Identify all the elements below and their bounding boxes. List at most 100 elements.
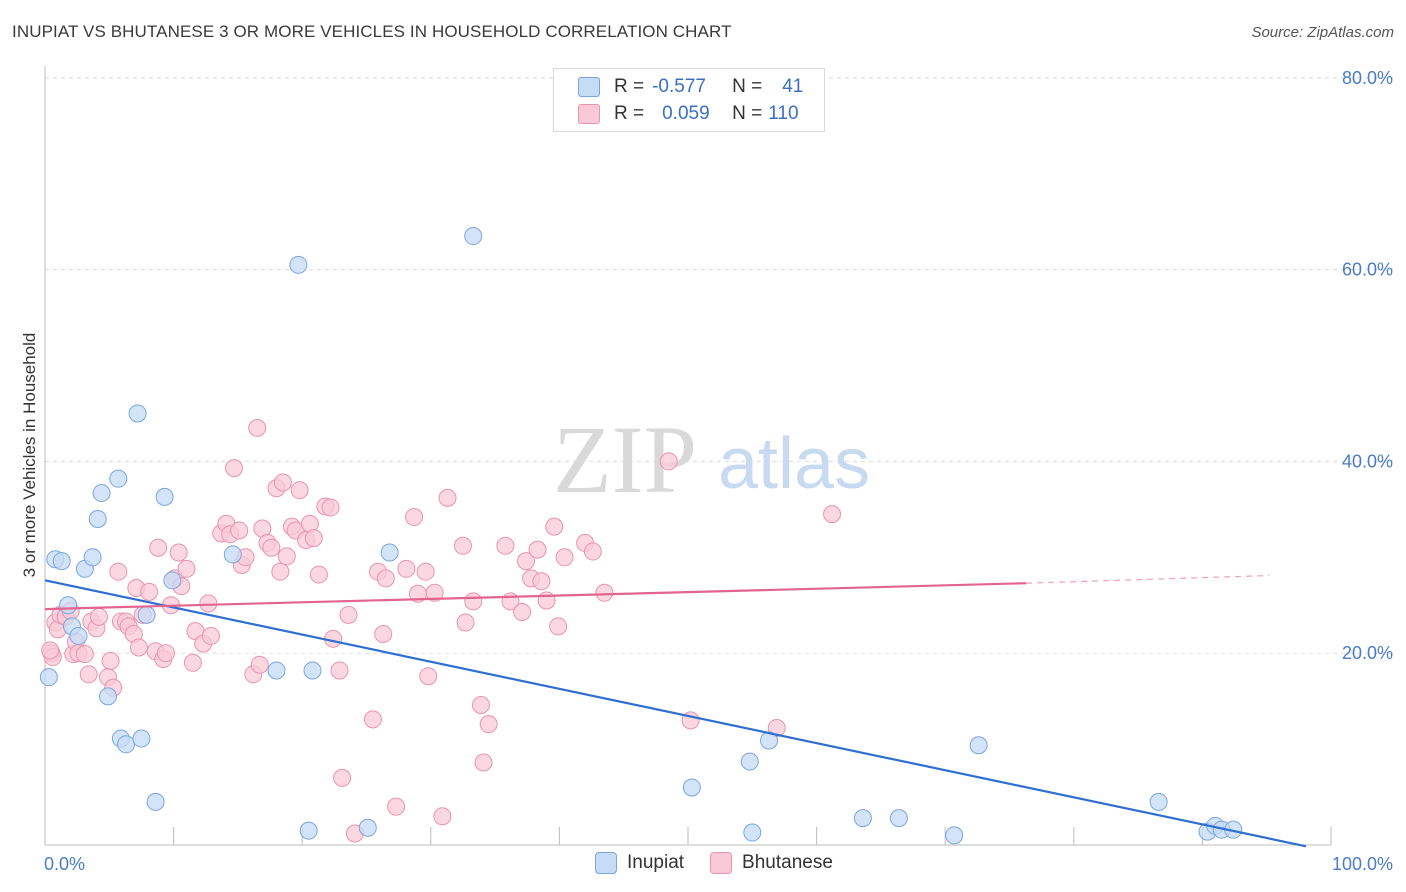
bhutanese-point [456, 613, 475, 632]
inupiat-point [1149, 792, 1168, 811]
bhutanese-point [140, 582, 159, 601]
inupiat-swatch [578, 77, 600, 97]
trend-lines [44, 574, 1307, 848]
bhutanese-point [583, 542, 602, 561]
bhutanese-point [433, 807, 452, 826]
bhutanese-point [177, 559, 196, 578]
bhutanese-point [90, 607, 109, 626]
bhutanese-trend-extension [1026, 574, 1270, 584]
bhutanese-point [129, 638, 148, 657]
bhutanese-point [464, 592, 483, 611]
inupiat-point [59, 596, 78, 615]
bhutanese-trend-line [44, 582, 1027, 611]
bhutanese-point [387, 797, 406, 816]
legend-label-inupiat: Inupiat [627, 852, 685, 873]
bhutanese-point [273, 473, 292, 492]
inupiat-points [39, 227, 1243, 845]
bhutanese-point [75, 645, 94, 664]
bhutanese-point [333, 768, 352, 787]
inupiat-point [267, 661, 286, 680]
bhutanese-swatch [578, 104, 600, 124]
inupiat-point [137, 605, 156, 624]
inupiat-point [163, 571, 182, 590]
bhutanese-point [471, 695, 490, 714]
bhutanese-point [438, 488, 457, 507]
inupiat-point [117, 735, 136, 754]
bhutanese-swatch [710, 852, 733, 874]
bhutanese-point [425, 583, 444, 602]
inupiat-point [740, 752, 759, 771]
legend-r-label: R = [614, 76, 645, 97]
bhutanese-point [528, 540, 547, 559]
bhutanese-point [277, 547, 296, 566]
bhutanese-point [201, 626, 220, 645]
bhutanese-point [248, 418, 267, 437]
bhutanese-point [537, 591, 556, 610]
inupiat-point [132, 729, 151, 748]
legend-r-value: -0.577 [652, 76, 706, 97]
bhutanese-point [262, 538, 281, 557]
inupiat-point [99, 687, 118, 706]
source-label: Source: ZipAtlas.com [1251, 24, 1394, 41]
inupiat-point [853, 809, 872, 828]
bhutanese-point [149, 538, 168, 557]
inupiat-point [223, 545, 242, 564]
inupiat-trend-line [44, 579, 1307, 848]
bhutanese-point [271, 562, 290, 581]
y-tick-label: 40.0% [1342, 451, 1393, 471]
bhutanese-point [169, 543, 188, 562]
inupiat-point [299, 821, 318, 840]
watermark: ZIP atlas [553, 406, 870, 513]
bhutanese-point [79, 665, 98, 684]
inupiat-point [109, 469, 128, 488]
bhutanese-point [397, 559, 416, 578]
x-tick-label: 0.0% [44, 854, 85, 874]
inupiat-point [146, 792, 165, 811]
inupiat-swatch [595, 852, 617, 874]
legend-n-label: N = [732, 76, 763, 97]
bhutanese-point [339, 605, 358, 624]
inupiat-point [83, 548, 102, 567]
bhutanese-point [290, 481, 309, 500]
bhutanese-point [405, 508, 424, 527]
legend-item-bhutanese[interactable]: Bhutanese [710, 852, 833, 874]
bhutanese-point [419, 667, 438, 686]
inupiat-point [889, 809, 908, 828]
tick-labels: 20.0% 40.0% 60.0% 80.0% 0.0% 100.0% [44, 68, 1393, 874]
series-legend: Inupiat Bhutanese [595, 852, 859, 874]
bhutanese-point [304, 529, 323, 548]
bhutanese-point [474, 753, 493, 772]
inupiat-point [92, 484, 111, 503]
y-tick-label: 80.0% [1342, 68, 1393, 88]
inupiat-point [303, 661, 322, 680]
bhutanese-point [199, 594, 218, 613]
y-axis-label: 3 or more Vehicles in Household [20, 332, 39, 578]
inupiat-point [743, 823, 762, 842]
inupiat-point [128, 404, 147, 423]
bhutanese-point [330, 661, 349, 680]
chart-title: INUPIAT VS BHUTANESE 3 OR MORE VEHICLES … [12, 22, 732, 41]
inupiat-point [380, 543, 399, 562]
bhutanese-point [101, 651, 120, 670]
bhutanese-point [183, 653, 202, 672]
inupiat-point [289, 255, 308, 274]
bhutanese-point [109, 562, 128, 581]
bhutanese-point [309, 565, 328, 584]
correlation-legend: R = -0.577 N = 41 R = 0.059 N = 110 [553, 68, 825, 132]
bhutanese-point [516, 552, 535, 571]
inupiat-point [969, 736, 988, 755]
legend-r-label: R = [614, 103, 645, 124]
watermark-atlas: atlas [718, 424, 870, 504]
legend-row-inupiat: R = -0.577 N = 41 [578, 75, 803, 99]
inupiat-point [358, 818, 377, 837]
bhutanese-point [416, 562, 435, 581]
y-tick-label: 20.0% [1342, 643, 1393, 663]
bhutanese-point [230, 521, 249, 540]
bhutanese-point [41, 641, 60, 660]
legend-item-inupiat[interactable]: Inupiat [595, 852, 684, 874]
bhutanese-point [376, 569, 395, 588]
bhutanese-point [156, 644, 175, 663]
inupiat-point [682, 778, 701, 797]
bhutanese-point [545, 517, 564, 536]
